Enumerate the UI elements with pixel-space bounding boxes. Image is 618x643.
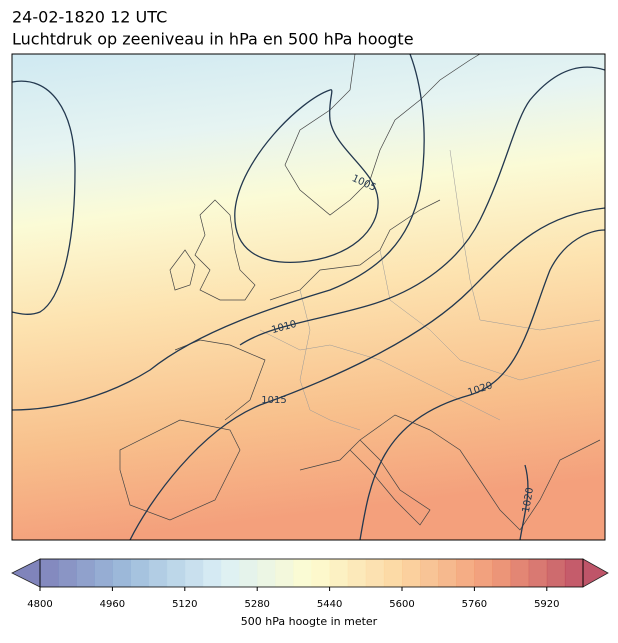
colorbar-tick-label: 5920 [534,599,559,610]
colorbar-bin [528,559,548,587]
colorbar-bin [275,559,294,587]
colorbar-tick-label: 5120 [172,599,197,610]
contour-label: 1020 [521,487,536,514]
isobars [12,54,605,540]
colorbar-bin [365,559,385,587]
colorbar-bin [40,559,59,587]
colorbar-bin [420,559,439,587]
colorbar-bin [438,559,457,587]
colorbar-bin [94,559,113,587]
colorbar-bin [166,559,186,587]
colorbar: 4800 4960 5120 5280 5440 5600 5760 5920 [11,558,609,610]
colorbar-tick-label: 5280 [244,599,269,610]
colorbar-bin [456,559,475,587]
colorbar-tick-label: 5440 [317,599,342,610]
colorbar-label: 500 hPa hoogte in meter [241,615,378,628]
colorbar-bin [474,559,493,587]
colorbar-bin [112,559,131,587]
colorbar-bin [76,559,95,587]
colorbar-bin [58,559,77,587]
colorbar-bin [148,559,168,587]
colorbar-bin [329,559,349,587]
map-frame [11,53,606,541]
colorbar-bin [564,559,584,587]
colorbar-bin [257,559,276,587]
colorbar-extension-low [11,558,41,588]
colorbar-bin [347,559,367,587]
colorbar-bin [546,559,566,587]
colorbar-tick-label: 5600 [389,599,414,610]
map-title: Luchtdruk op zeeniveau in hPa en 500 hPa… [12,30,414,49]
colorbar-bin [184,559,204,587]
map: 1005 1010 1015 1020 1020 [12,54,605,540]
colorbar-bin [311,559,331,587]
colorbar-tick-label: 5760 [462,599,487,610]
colorbar-bin [239,559,258,587]
colorbar-extension-high [582,558,609,588]
borders [259,149,601,431]
colorbar-bin [293,559,312,587]
colorbar-tick-label: 4800 [27,599,52,610]
colorbar-bin [221,559,240,587]
colorbar-tick-label: 4960 [100,599,125,610]
colorbar-bin [202,559,222,587]
colorbar-bin [510,559,530,587]
contour-label: 1015 [261,395,286,406]
date-title: 24-02-1820 12 UTC [12,8,167,27]
colorbar-bin [383,559,403,587]
colorbar-bin [402,559,421,587]
colorbar-bin [492,559,512,587]
coastlines [119,54,601,531]
colorbar-bin [130,559,150,587]
colorbar-frame [39,558,584,588]
